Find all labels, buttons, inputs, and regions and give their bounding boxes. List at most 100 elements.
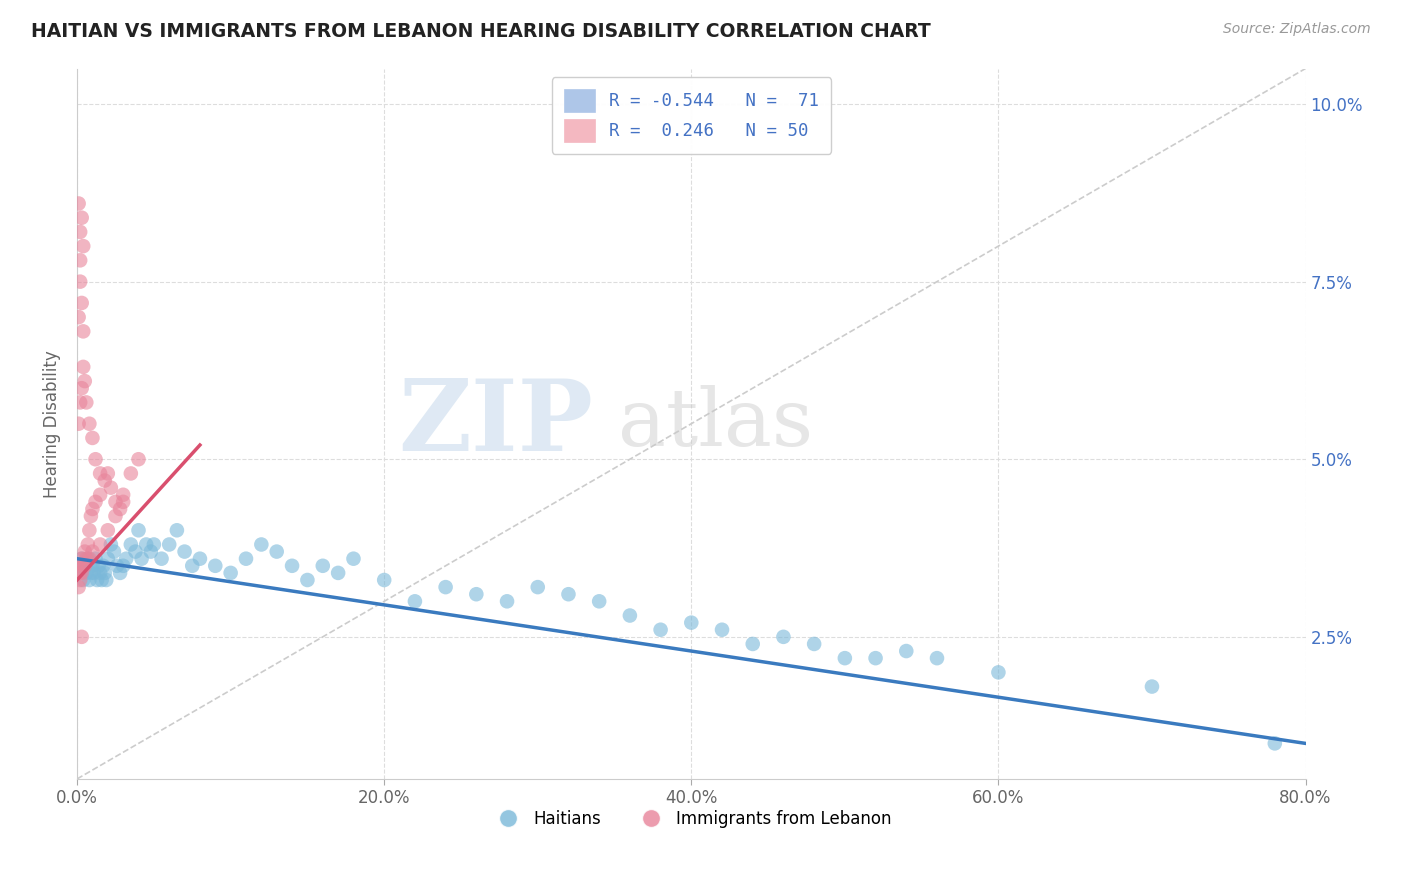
Point xyxy=(82,558,104,573)
Point xyxy=(69,253,91,268)
Point xyxy=(108,566,131,580)
Point xyxy=(76,551,98,566)
Point xyxy=(89,566,111,580)
Point xyxy=(70,296,93,310)
Point xyxy=(97,467,120,481)
Point xyxy=(72,573,94,587)
Point xyxy=(96,573,118,587)
Point xyxy=(67,196,90,211)
Point xyxy=(297,573,319,587)
Point xyxy=(650,623,672,637)
Point xyxy=(72,558,94,573)
Point xyxy=(188,551,211,566)
Point xyxy=(84,452,107,467)
Point xyxy=(250,537,273,551)
Point xyxy=(69,573,91,587)
Point xyxy=(108,502,131,516)
Point xyxy=(84,551,107,566)
Point xyxy=(86,573,108,587)
Point xyxy=(131,551,153,566)
Point xyxy=(404,594,426,608)
Point xyxy=(89,537,111,551)
Point xyxy=(87,558,110,573)
Point xyxy=(93,474,115,488)
Point xyxy=(67,417,90,431)
Point xyxy=(91,558,114,573)
Point xyxy=(120,537,142,551)
Point xyxy=(70,551,93,566)
Point xyxy=(69,275,91,289)
Point xyxy=(281,558,304,573)
Point xyxy=(112,488,135,502)
Point xyxy=(150,551,173,566)
Point xyxy=(76,537,98,551)
Point xyxy=(105,558,128,573)
Point xyxy=(72,359,94,374)
Point xyxy=(69,566,91,580)
Point xyxy=(73,558,96,573)
Point xyxy=(235,551,257,566)
Point xyxy=(70,551,93,566)
Text: Source: ZipAtlas.com: Source: ZipAtlas.com xyxy=(1223,22,1371,37)
Point xyxy=(434,580,457,594)
Point xyxy=(803,637,825,651)
Point xyxy=(69,566,91,580)
Point xyxy=(97,551,120,566)
Point xyxy=(312,558,335,573)
Point xyxy=(82,502,104,516)
Point xyxy=(89,467,111,481)
Point xyxy=(79,573,101,587)
Point xyxy=(69,225,91,239)
Point xyxy=(79,523,101,537)
Point xyxy=(70,381,93,395)
Point xyxy=(67,580,90,594)
Point xyxy=(373,573,395,587)
Point xyxy=(80,509,103,524)
Point xyxy=(112,495,135,509)
Text: ZIP: ZIP xyxy=(398,376,593,472)
Point xyxy=(82,431,104,445)
Point xyxy=(82,544,104,558)
Point xyxy=(104,509,127,524)
Point xyxy=(139,544,162,558)
Point xyxy=(83,566,105,580)
Point xyxy=(266,544,288,558)
Point xyxy=(70,211,93,225)
Point xyxy=(128,523,150,537)
Point xyxy=(166,523,188,537)
Point xyxy=(1264,736,1286,750)
Point xyxy=(128,452,150,467)
Point xyxy=(75,566,97,580)
Point xyxy=(157,537,180,551)
Point xyxy=(741,637,763,651)
Point xyxy=(896,644,918,658)
Point xyxy=(711,623,734,637)
Point xyxy=(100,481,122,495)
Point xyxy=(834,651,856,665)
Point xyxy=(557,587,579,601)
Point xyxy=(342,551,364,566)
Point xyxy=(80,566,103,580)
Point xyxy=(496,594,519,608)
Point xyxy=(465,587,488,601)
Text: atlas: atlas xyxy=(617,384,813,463)
Point xyxy=(204,558,226,573)
Point xyxy=(865,651,887,665)
Point xyxy=(72,324,94,338)
Point xyxy=(90,573,112,587)
Point xyxy=(75,551,97,566)
Point xyxy=(103,544,125,558)
Point xyxy=(987,665,1010,680)
Point xyxy=(619,608,641,623)
Point xyxy=(173,544,195,558)
Point xyxy=(73,374,96,388)
Point xyxy=(112,558,135,573)
Point xyxy=(70,566,93,580)
Legend: Haitians, Immigrants from Lebanon: Haitians, Immigrants from Lebanon xyxy=(485,803,898,835)
Point xyxy=(67,558,90,573)
Point xyxy=(120,467,142,481)
Point xyxy=(93,566,115,580)
Point xyxy=(219,566,242,580)
Point xyxy=(67,310,90,325)
Point xyxy=(89,488,111,502)
